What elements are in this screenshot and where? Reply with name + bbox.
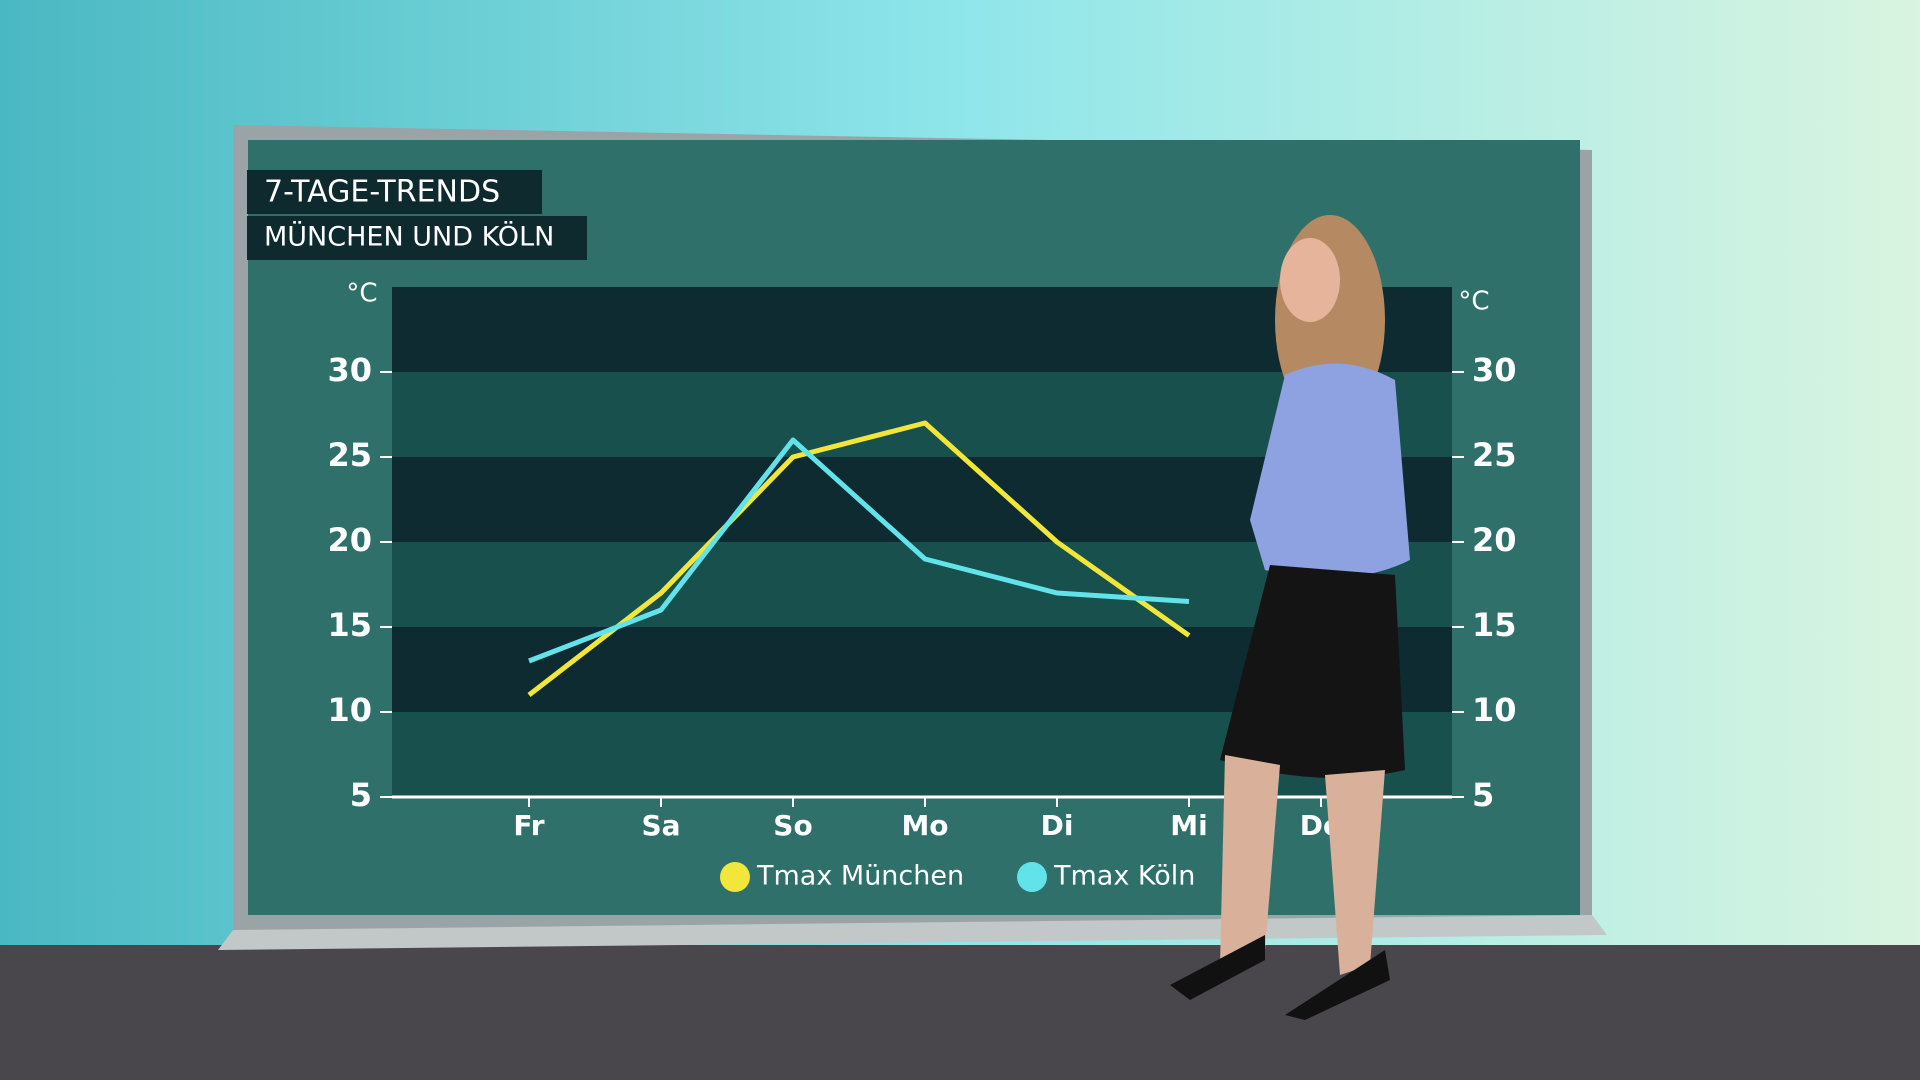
presenter-shoe [1170,935,1265,1000]
y2-tick-label: 15 [1472,606,1517,644]
x-tick-label: Fr [513,809,544,842]
presenter-skirt [1220,565,1405,778]
presenter-shoe [1285,950,1390,1020]
chart-title: 7-TAGE-TRENDS [264,175,500,210]
y2-tick-label: 30 [1472,351,1517,389]
y-tick-label: 20 [327,521,372,559]
x-tick-label: Mi [1170,809,1207,842]
x-tick-label: So [773,809,812,842]
legend-label: Tmax Köln [1053,861,1195,892]
legend-label: Tmax München [756,861,964,892]
y-tick-label: 10 [327,691,372,729]
x-tick-label: Mo [901,809,948,842]
y2-tick-label: 20 [1472,521,1517,559]
y2-tick-label: 10 [1472,691,1517,729]
presenter [1170,215,1410,1020]
chart-subtitle: MÜNCHEN UND KÖLN [264,221,554,253]
y2-axis-unit: °C [1458,287,1489,317]
presenter-leg [1325,770,1385,975]
title-box [247,170,542,214]
line [528,437,1190,664]
legend-swatch [720,862,750,892]
y-tick-label: 15 [327,606,372,644]
y2-tick-label: 25 [1472,436,1517,474]
presenter-leg [1220,755,1280,965]
y-axis-unit: °C [346,279,377,309]
y-tick-label: 25 [327,436,372,474]
y2-tick-label: 5 [1472,776,1494,814]
y-tick-label: 30 [327,351,372,389]
line [527,420,1191,697]
subtitle-box [247,216,587,260]
x-tick-label: Di [1041,809,1074,842]
legend-swatch [1017,862,1047,892]
studio-floor [0,945,1920,1080]
presenter-sweater [1250,363,1410,578]
y-tick-label: 5 [350,776,372,814]
presenter-head [1280,238,1340,322]
x-tick-label: Sa [641,809,680,842]
